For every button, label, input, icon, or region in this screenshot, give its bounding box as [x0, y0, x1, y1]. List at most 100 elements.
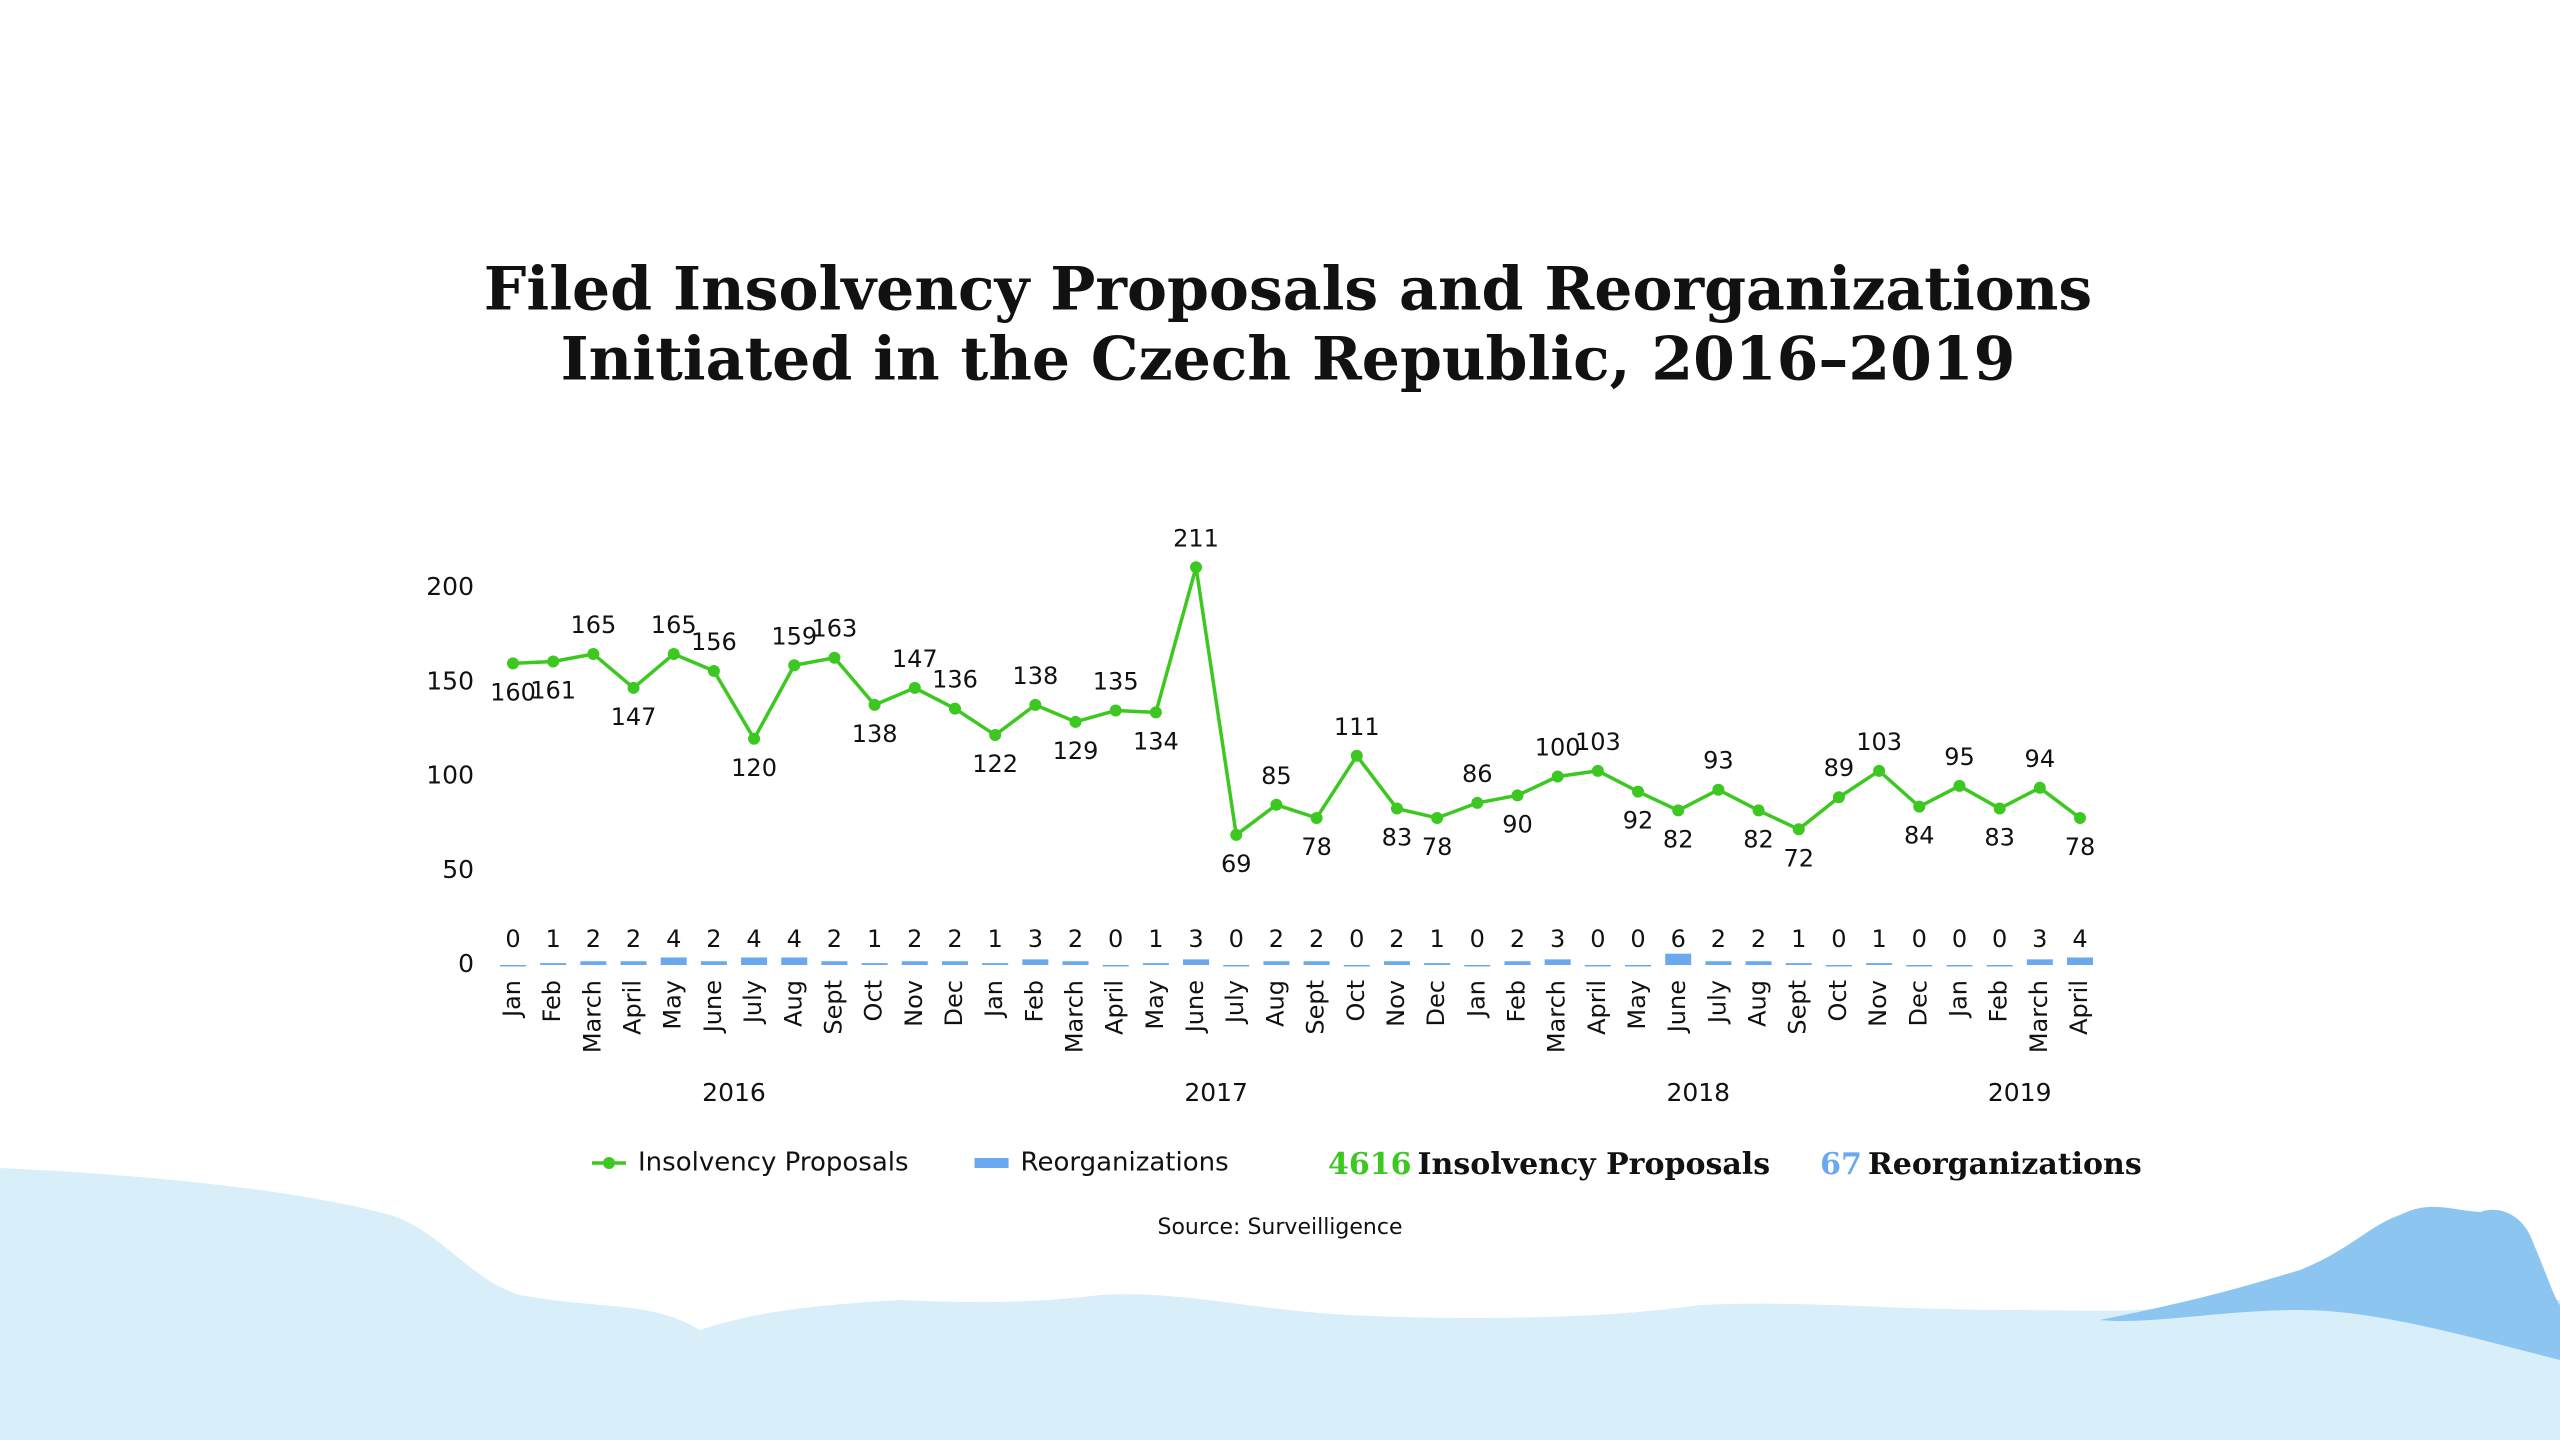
bar: [1946, 965, 1973, 967]
data-label: 165: [651, 611, 697, 639]
total-label: Insolvency Proposals: [1418, 1147, 1771, 1182]
data-label: 4: [746, 925, 761, 953]
data-label: 83: [1984, 824, 2015, 852]
data-label: 161: [530, 677, 576, 705]
data-label: 2: [1309, 925, 1324, 953]
data-label: 163: [812, 615, 858, 643]
point: [1310, 811, 1323, 824]
data-label: 1: [988, 925, 1003, 953]
point: [1672, 804, 1685, 817]
data-label: 165: [570, 611, 616, 639]
bar: [741, 957, 768, 965]
x-tick-label: Nov: [1864, 980, 1892, 1027]
data-label: 3: [1550, 925, 1565, 953]
x-tick-label: Dec: [1422, 980, 1450, 1026]
data-label: 2: [947, 925, 962, 953]
legend-marker: [603, 1157, 615, 1169]
x-tick-label: April: [1583, 980, 1611, 1035]
point: [1471, 796, 1484, 809]
data-label: 2: [827, 925, 842, 953]
bar: [1785, 963, 1812, 965]
data-label: 83: [1382, 824, 1413, 852]
chart-title: Filed Insolvency Proposals and Reorganiz…: [484, 255, 2092, 325]
bar: [1022, 959, 1049, 965]
point: [1913, 800, 1926, 813]
point: [1270, 798, 1283, 811]
data-label: 0: [1630, 925, 1645, 953]
data-label: 3: [2032, 925, 2047, 953]
bar: [2026, 959, 2053, 965]
legend-label: Reorganizations: [1021, 1148, 1229, 1178]
data-label: 4: [2072, 925, 2087, 953]
data-label: 2: [1269, 925, 1284, 953]
data-label: 120: [731, 754, 777, 782]
bar: [901, 961, 928, 965]
data-label: 1: [1429, 925, 1444, 953]
data-label: 136: [932, 666, 978, 694]
data-label: 134: [1133, 727, 1179, 755]
x-tick-label: March: [2025, 980, 2053, 1053]
point: [1712, 783, 1725, 796]
bar: [1705, 961, 1732, 965]
data-label: 1: [867, 925, 882, 953]
x-tick-label: Dec: [1904, 980, 1932, 1026]
x-tick-label: Feb: [1985, 980, 2013, 1023]
data-label: 2: [1389, 925, 1404, 953]
point: [788, 659, 801, 672]
y-tick-label: 150: [426, 666, 474, 695]
data-label: 0: [1470, 925, 1485, 953]
data-label: 85: [1261, 762, 1292, 790]
point: [1792, 823, 1805, 836]
data-label: 2: [1510, 925, 1525, 953]
point: [2074, 811, 2086, 824]
bar: [1906, 965, 1933, 967]
source: Source: Surveilligence: [1158, 1215, 1403, 1240]
point: [1752, 804, 1765, 817]
bar: [1062, 961, 1089, 965]
bar: [1424, 963, 1451, 965]
x-tick-label: June: [1181, 980, 1209, 1034]
bar: [781, 957, 808, 965]
point: [989, 729, 1002, 742]
x-tick-label: Feb: [538, 980, 566, 1023]
x-tick-label: Nov: [1382, 980, 1410, 1027]
x-tick-label: Oct: [860, 980, 888, 1022]
point: [1591, 764, 1604, 777]
bar: [700, 961, 727, 965]
x-tick-label: Jan: [980, 980, 1008, 1019]
x-tick-label: Jan: [1944, 980, 1972, 1019]
x-tick-label: Sept: [819, 980, 847, 1035]
point: [748, 732, 761, 745]
point: [1873, 764, 1886, 777]
bar: [1745, 961, 1772, 965]
data-label: 95: [1944, 743, 1975, 771]
data-label: 78: [2065, 833, 2096, 861]
hill-dark: [2100, 1206, 2560, 1360]
point: [1431, 811, 1444, 824]
x-tick-label: April: [619, 980, 647, 1035]
data-label: 92: [1623, 807, 1654, 835]
x-tick-label: April: [2065, 980, 2093, 1035]
bar: [1183, 959, 1210, 965]
data-label: 100: [1535, 734, 1581, 762]
bar: [1102, 965, 1129, 967]
data-label: 1: [1148, 925, 1163, 953]
point: [1230, 828, 1243, 841]
x-tick-label: Jan: [1462, 980, 1490, 1019]
bar: [500, 965, 526, 967]
point: [1029, 698, 1042, 711]
year-label: 2017: [1184, 1078, 1248, 1107]
x-tick-label: Oct: [1342, 980, 1370, 1022]
year-label: 2016: [702, 1078, 766, 1107]
data-label: 159: [771, 622, 817, 650]
bar: [861, 963, 888, 965]
x-tick-label: July: [1221, 980, 1249, 1025]
bar: [1303, 961, 1330, 965]
line: [512, 566, 2082, 839]
data-label: 4: [666, 925, 681, 953]
x-tick-label: Aug: [779, 980, 807, 1027]
background-hills: [0, 1168, 2560, 1440]
total-label: Reorganizations: [1868, 1147, 2142, 1182]
point: [828, 651, 841, 664]
